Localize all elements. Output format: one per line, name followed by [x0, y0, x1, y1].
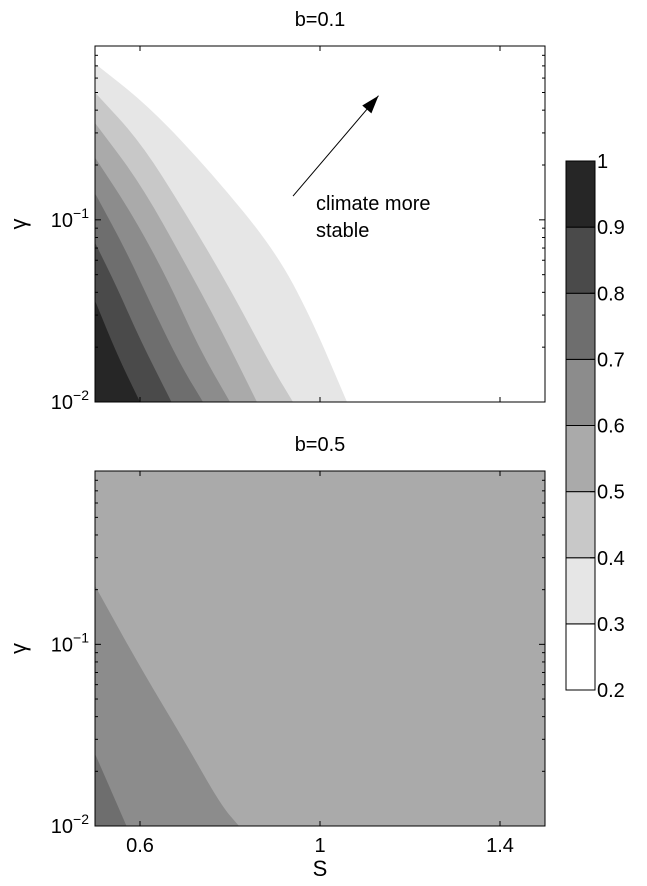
annotation-arrow-shaft: [292, 95, 379, 197]
y-tick-label: 10−1: [51, 629, 89, 656]
y-axis-label: γ: [6, 643, 31, 654]
colorbar-band: [565, 623, 596, 691]
x-tick-label: 0.6: [126, 835, 154, 857]
contour-fills: [95, 63, 347, 402]
chart-title: b=0.5: [295, 434, 346, 456]
colorbar-tick-label: 0.2: [597, 680, 625, 702]
contour-fills: [95, 585, 239, 826]
y-tick-base: 10: [51, 634, 73, 656]
colorbar-tick-label: 0.7: [597, 349, 625, 371]
y-tick-label: 10−2: [51, 387, 89, 414]
y-tick-exponent: −1: [73, 629, 89, 645]
contour-region-0_6: [95, 585, 239, 826]
y-tick-exponent: −2: [73, 387, 89, 403]
y-axis-label: γ: [6, 219, 31, 230]
y-tick-base: 10: [51, 392, 73, 414]
colorbar-tick-label: 0.9: [597, 217, 625, 239]
annotation-arrowhead: [362, 95, 379, 114]
colorbar-band: [565, 292, 596, 360]
y-tick-exponent: −1: [73, 205, 89, 221]
colorbar-tick-label: 0.4: [597, 548, 625, 570]
contour-region-0_7: [95, 753, 127, 826]
x-axis-label: S: [313, 856, 328, 881]
colorbar-band: [565, 425, 596, 493]
contour-panel-bottom: 0.6 1 1.410−210−1b=0.5γS: [6, 434, 546, 881]
colorbar-band: [565, 491, 596, 559]
colorbar-tick-label: 0.5: [597, 482, 625, 504]
annotation-text: stable: [316, 220, 369, 242]
y-tick-base: 10: [51, 816, 73, 838]
contour-region-0_9: [95, 300, 140, 402]
colorbar-band: [565, 358, 596, 426]
annotation-text: climate more: [316, 193, 430, 215]
colorbar-tick-label: 0.3: [597, 614, 625, 636]
y-tick-label: 10−2: [51, 811, 89, 838]
colorbar-band: [565, 226, 596, 294]
colorbar-tick-label: 0.6: [597, 416, 625, 438]
y-tick-label: 10−1: [51, 205, 89, 232]
chart-title: b=0.1: [295, 9, 346, 31]
x-tick-label: 1.4: [486, 835, 514, 857]
y-tick-exponent: −2: [73, 811, 89, 827]
colorbar-band: [565, 557, 596, 625]
colorbar-band: [565, 160, 596, 228]
colorbar-tick-label: 0.8: [597, 283, 625, 305]
y-tick-base: 10: [51, 210, 73, 232]
x-tick-label: 1: [314, 835, 325, 857]
colorbar: 0.2 0.3 0.4 0.5 0.6 0.7 0.8 0.9 1: [565, 151, 625, 702]
colorbar-tick-label: 1: [597, 151, 608, 173]
